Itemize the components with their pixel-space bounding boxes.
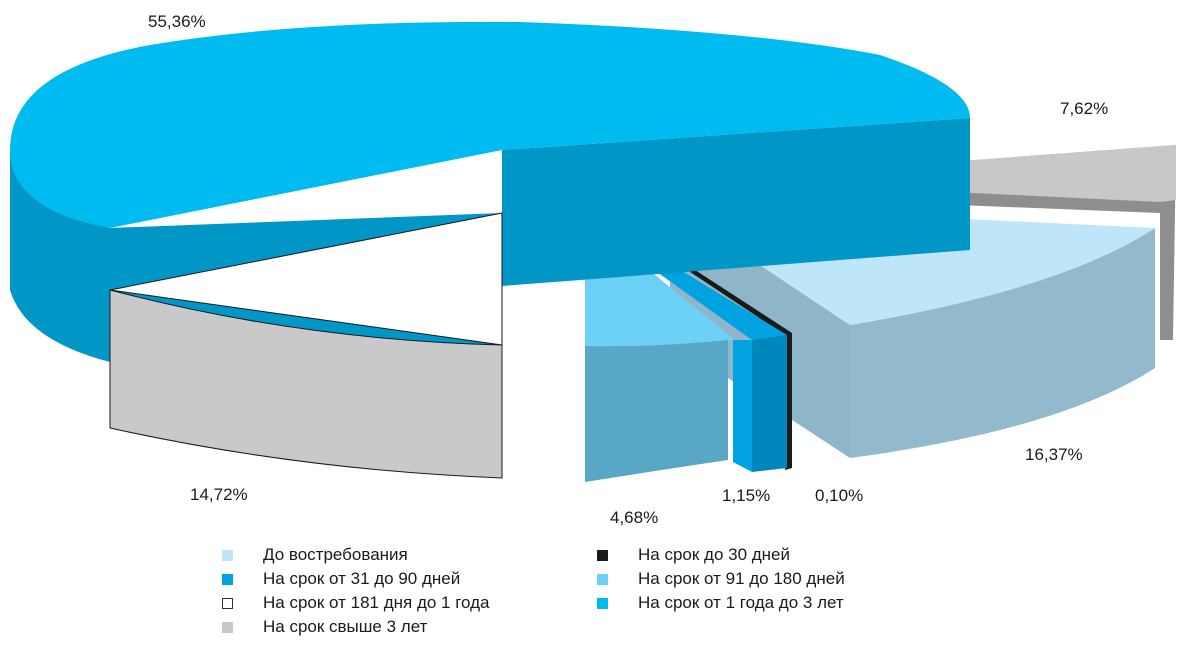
slice-on-demand-outer-side xyxy=(850,228,1155,458)
slice-31-90-days-side-b xyxy=(733,340,752,472)
legend-label: На срок от 91 до 180 дней xyxy=(638,569,845,588)
legend-swatch xyxy=(597,549,608,561)
legend-label: На срок от 1 года до 3 лет xyxy=(638,593,844,612)
slice-181d-1-year xyxy=(109,212,503,479)
legend-item-91-180-days: На срок от 91 до 180 дней xyxy=(597,568,957,590)
legend-item-1-3-years: На срок от 1 года до 3 лет xyxy=(597,592,957,614)
legend: До востребования На срок до 30 дней На с… xyxy=(222,544,982,638)
label-91-180-days: 4,68% xyxy=(610,508,658,527)
legend-swatch xyxy=(222,597,233,609)
legend-swatch xyxy=(222,621,233,633)
slice-181d-1-year-top xyxy=(109,212,503,346)
legend-item-181d-1-year: На срок от 181 дня до 1 года xyxy=(222,592,597,614)
legend-item-31-90-days: На срок от 31 до 90 дней xyxy=(222,568,597,590)
legend-item-over-3-years: На срок свыше 3 лет xyxy=(222,616,597,638)
label-31-90-days: 1,15% xyxy=(722,486,770,505)
legend-item-on-demand: До востребования xyxy=(222,544,597,566)
label-1-3-years: 55,36% xyxy=(148,12,206,31)
legend-label: На срок от 181 дня до 1 года xyxy=(263,593,490,612)
legend-item-up-to-30-days: На срок до 30 дней xyxy=(597,544,957,566)
slice-31-90-days-side-a xyxy=(752,335,787,472)
legend-grid: До востребования На срок до 30 дней На с… xyxy=(222,544,982,638)
slice-91-180-days-side xyxy=(585,340,728,482)
legend-label: На срок до 30 дней xyxy=(638,545,791,564)
legend-swatch xyxy=(222,549,233,561)
slice-1-3-years-top xyxy=(10,21,970,228)
legend-label: На срок свыше 3 лет xyxy=(263,617,428,636)
legend-swatch xyxy=(597,597,608,609)
label-181d-1-year: 14,72% xyxy=(190,485,248,504)
legend-label: На срок от 31 до 90 дней xyxy=(263,569,461,588)
legend-swatch xyxy=(222,573,233,585)
legend-label: До востребования xyxy=(263,545,408,564)
label-over-3-years: 7,62% xyxy=(1060,99,1108,118)
slice-181d-1-year-side xyxy=(109,289,503,479)
slice-1-3-years-side xyxy=(10,150,110,362)
label-on-demand: 16,37% xyxy=(1025,445,1083,464)
legend-swatch xyxy=(597,573,608,585)
label-up-to-30-days: 0,10% xyxy=(815,486,863,505)
